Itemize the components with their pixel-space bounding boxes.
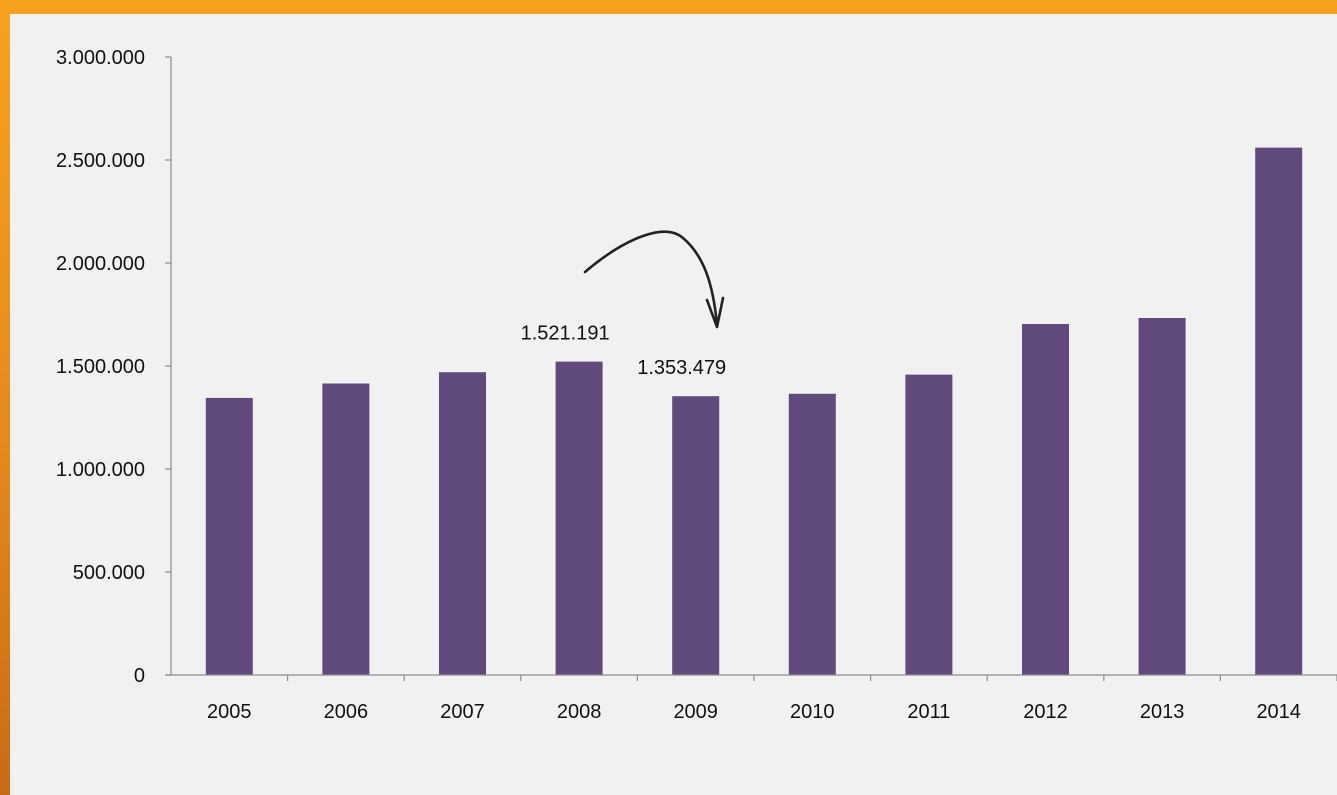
x-tick-label-2012: 2012 — [1023, 701, 1068, 723]
data-label-2009: 1.353.479 — [637, 357, 726, 379]
y-tick-label: 500.000 — [73, 562, 145, 584]
y-tick-label: 2.000.000 — [56, 253, 145, 275]
x-tick-label-2013: 2013 — [1140, 701, 1185, 723]
x-tick-label-2009: 2009 — [673, 701, 718, 723]
curved-arrow-icon — [583, 230, 719, 327]
x-tick-label-2014: 2014 — [1256, 701, 1301, 723]
bar-2009 — [672, 396, 720, 675]
bar-2010 — [788, 393, 836, 675]
x-ticks-group: 2005 2006 2007 2008 2009 2010 2011 2012 2013 2014 — [207, 675, 1337, 723]
x-tick-label-2006: 2006 — [324, 701, 369, 723]
x-tick-label-2010: 2010 — [790, 701, 835, 723]
bar-2011 — [905, 374, 953, 675]
arrow-head-icon — [705, 296, 725, 329]
y-tick-label: 2.500.000 — [56, 150, 145, 172]
bar-2005 — [205, 397, 253, 675]
y-tick-label: 1.000.000 — [56, 459, 145, 481]
bar-2006 — [322, 383, 370, 675]
bar-2012 — [1022, 323, 1069, 675]
x-tick-label-2008: 2008 — [557, 701, 602, 723]
y-ticks-group: 0 500.000 1.000.000 1.500.000 2.000.000 2.500… — [56, 47, 171, 687]
y-tick-label: 0 — [134, 665, 145, 687]
annotations-group: 1.521.191 1.353.479 — [521, 323, 727, 380]
bar-2014 — [1255, 147, 1303, 675]
y-tick-label: 1.500.000 — [56, 356, 145, 378]
y-tick-label: 3.000.000 — [56, 47, 145, 69]
x-tick-label-2005: 2005 — [207, 701, 252, 723]
x-tick-label-2007: 2007 — [440, 701, 485, 723]
bar-2007 — [439, 372, 486, 675]
bars-group — [205, 147, 1303, 675]
bar-2008 — [555, 361, 603, 675]
x-tick-label-2011: 2011 — [907, 701, 950, 723]
bar-2013 — [1138, 318, 1186, 675]
data-label-2008: 1.521.191 — [521, 323, 610, 345]
